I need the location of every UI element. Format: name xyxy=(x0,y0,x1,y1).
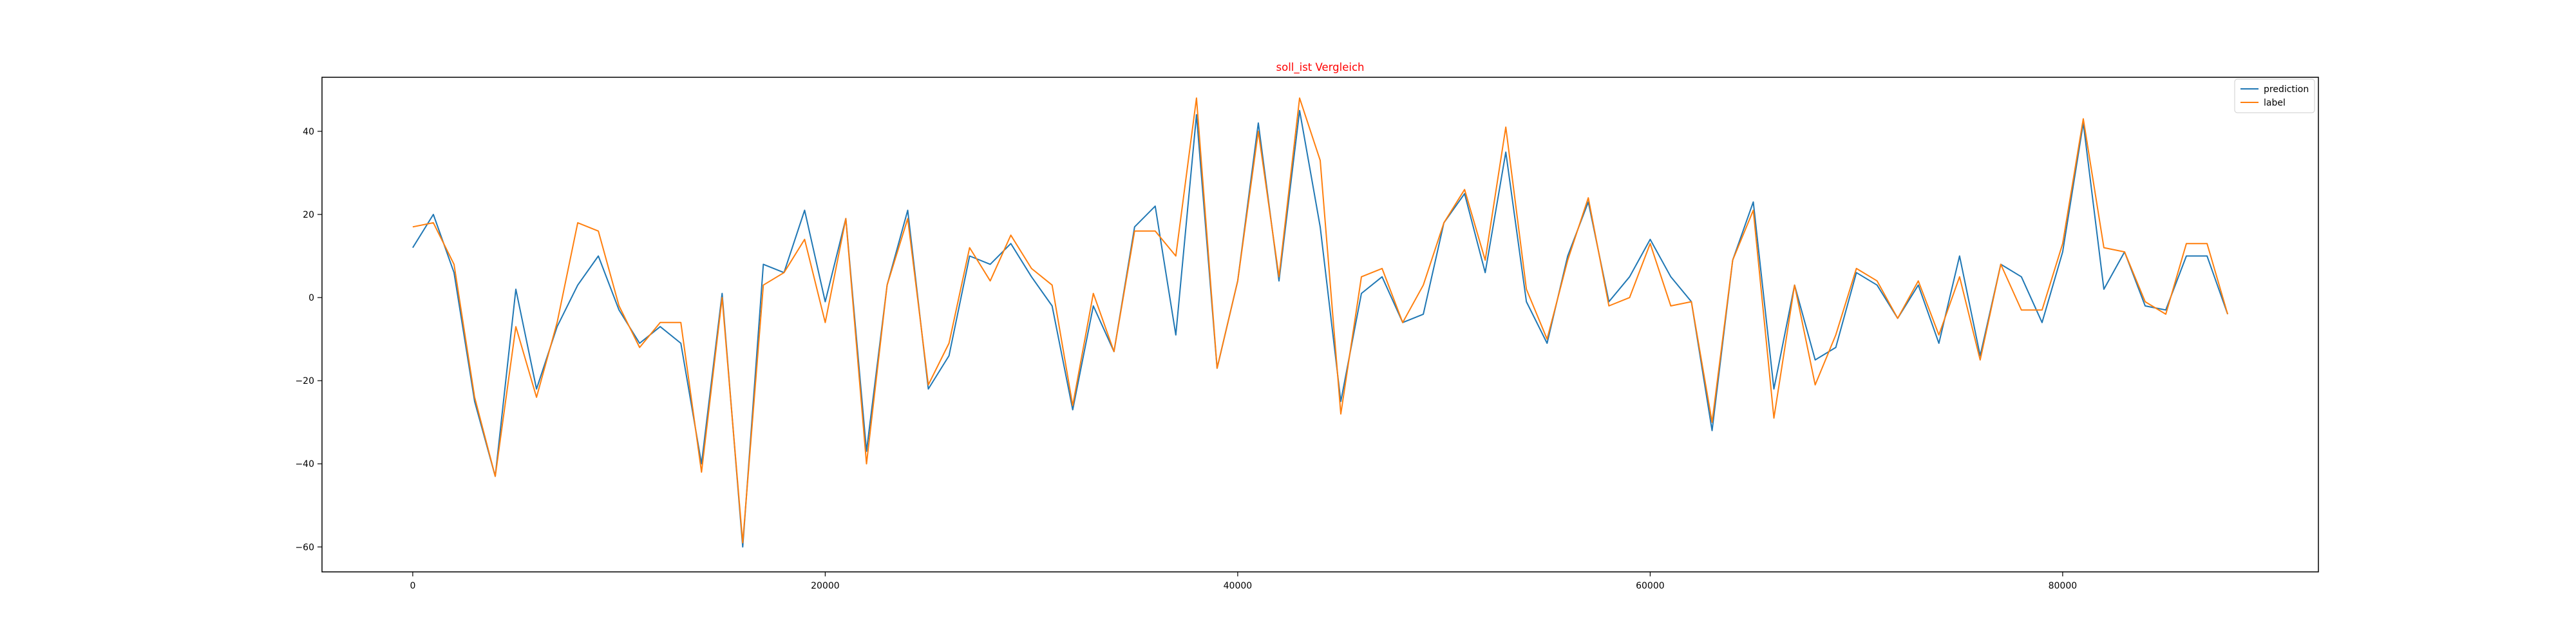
axes-layer: 0 20000 40000 60000 80000 −60 −40 −20 0 20 40 xyxy=(295,77,2319,591)
x-tick-label: 0 xyxy=(410,581,415,591)
chart-title: soll_ist Vergleich xyxy=(1276,61,1365,74)
x-tick-label: 60000 xyxy=(1636,581,1665,591)
y-tick-label: 0 xyxy=(308,293,314,303)
legend: prediction label xyxy=(2234,79,2315,113)
legend-box xyxy=(2234,79,2315,113)
legend-label-prediction: prediction xyxy=(2264,84,2309,95)
series-line-prediction xyxy=(412,109,2229,548)
plot-area xyxy=(322,77,2318,572)
y-tick-label: −20 xyxy=(295,376,314,386)
y-tick-label: −40 xyxy=(295,459,314,469)
x-tick-label: 80000 xyxy=(2049,581,2078,591)
series-line-label xyxy=(412,97,2229,544)
x-tick-label: 40000 xyxy=(1224,581,1253,591)
series-layer xyxy=(412,97,2229,548)
y-tick-label: 20 xyxy=(303,210,314,220)
x-tick-label: 20000 xyxy=(811,581,840,591)
y-tick-label: −60 xyxy=(295,542,314,553)
axes-frame xyxy=(321,77,2319,573)
y-tick-label: 40 xyxy=(303,127,314,137)
legend-label-label: label xyxy=(2264,98,2286,108)
